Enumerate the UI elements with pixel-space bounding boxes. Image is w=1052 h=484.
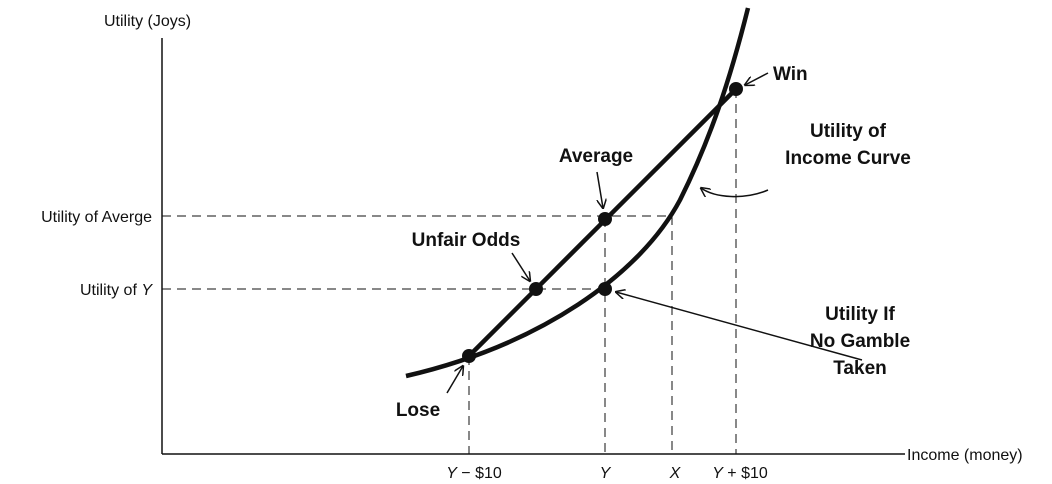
y-axis-label: Utility (Joys) [104, 13, 191, 30]
utility-curve [405, 7, 751, 379]
label-average: Average [559, 146, 633, 167]
arrow-lose [446, 366, 463, 394]
annotation-arrows [446, 72, 863, 394]
x-axis-label: Income (money) [907, 447, 1023, 464]
point-win [729, 82, 743, 96]
point-average [598, 212, 612, 226]
arrow-no-gamble [616, 292, 863, 361]
arrow-average [596, 171, 603, 208]
guide-lines [162, 89, 737, 454]
label-utility-curve: Utility of Income Curve [785, 121, 911, 169]
tick-y-minus-10: Y − $10 [446, 465, 502, 482]
svg-text:No Gamble: No Gamble [810, 331, 910, 352]
label-unfair-odds: Unfair Odds [412, 230, 521, 251]
label-lose: Lose [396, 400, 440, 421]
tick-y-plus-10: Y + $10 [712, 465, 768, 482]
arrow-win [745, 72, 769, 85]
point-lose [462, 349, 476, 363]
svg-text:Income Curve: Income Curve [785, 148, 911, 169]
tick-x: X [669, 465, 682, 482]
svg-text:Utility of: Utility of [810, 121, 887, 142]
arrow-curve [701, 188, 769, 198]
point-no-gamble [598, 282, 612, 296]
tick-utility-average: Utility of Averge [41, 209, 152, 226]
tick-utility-y: Utility of Y [80, 282, 153, 299]
label-win: Win [773, 64, 808, 85]
point-unfair-odds [529, 282, 543, 296]
svg-text:Utility If: Utility If [825, 304, 895, 325]
svg-text:Taken: Taken [833, 358, 887, 379]
tick-y: Y [600, 465, 612, 482]
label-no-gamble: Utility If No Gamble Taken [810, 304, 910, 379]
arrow-unfair-odds [511, 252, 530, 281]
